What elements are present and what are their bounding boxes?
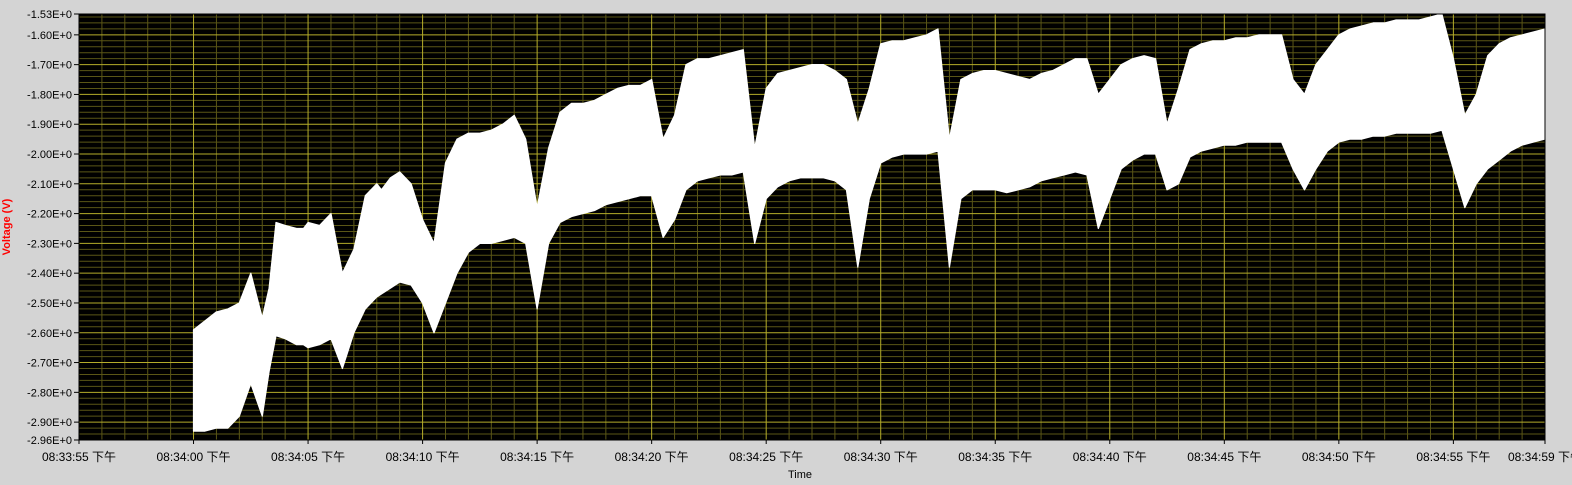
x-tick-label: 08:34:55 下午: [1416, 450, 1490, 464]
x-tick-label: 08:34:00 下午: [157, 450, 231, 464]
y-tick-label: -2.90E+0: [27, 417, 72, 429]
x-tick-label: 08:34:10 下午: [386, 450, 460, 464]
y-tick-label: -2.20E+0: [27, 209, 72, 221]
y-tick-label: -2.10E+0: [27, 179, 72, 191]
y-tick-label: -1.53E+0: [27, 9, 72, 21]
y-tick-label: -2.50E+0: [27, 298, 72, 310]
y-axis-label: Voltage (V): [1, 198, 13, 255]
y-tick-label: -2.60E+0: [27, 328, 72, 340]
x-tick-label: 08:34:40 下午: [1073, 450, 1147, 464]
y-tick-label: -2.30E+0: [27, 238, 72, 250]
x-tick-label: 08:34:45 下午: [1187, 450, 1261, 464]
y-tick-label: -1.90E+0: [27, 119, 72, 131]
x-axis-label: Time: [788, 469, 812, 480]
y-tick-label: -2.96E+0: [27, 435, 72, 447]
x-tick-label: 08:34:05 下午: [271, 450, 345, 464]
y-tick-label: -2.70E+0: [27, 358, 72, 370]
y-tick-label: -1.80E+0: [27, 89, 72, 101]
x-tick-label: 08:34:25 下午: [729, 450, 803, 464]
x-tick-label: 08:34:15 下午: [500, 450, 574, 464]
y-tick-label: -1.70E+0: [27, 60, 72, 72]
x-tick-label: 08:34:59 下午: [1508, 450, 1572, 464]
y-tick-label: -2.40E+0: [27, 268, 72, 280]
plot-border: [78, 13, 1546, 441]
x-tick-label: 08:34:50 下午: [1302, 450, 1376, 464]
y-axis-ticks: -1.53E+0 -1.60E+0 -1.70E+0 -1.80E+0 -1.90E+0…: [27, 9, 79, 447]
x-tick-label: 08:34:35 下午: [958, 450, 1032, 464]
x-tick-label: 08:34:30 下午: [844, 450, 918, 464]
y-tick-label: -2.80E+0: [27, 387, 72, 399]
x-axis-ticks: 08:33:55 下午 08:34:00 下午 08:34:05 下午 08:34:1…: [42, 440, 1572, 464]
y-tick-label: -2.00E+0: [27, 149, 72, 161]
y-tick-label: -1.60E+0: [27, 30, 72, 42]
x-tick-label: 08:34:20 下午: [615, 450, 689, 464]
x-tick-label: 08:33:55 下午: [42, 450, 116, 464]
